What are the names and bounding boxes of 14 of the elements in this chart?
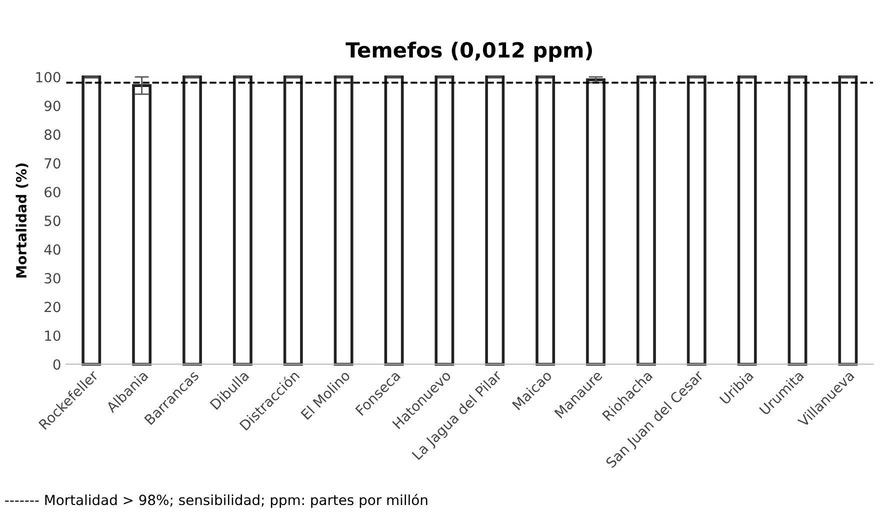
y-tick-label: 90 xyxy=(44,100,60,112)
text: ------- Mortalidad > 98%; sensibilidad; ppm: partes por millón xyxy=(5,494,428,508)
y-tick-label: 20 xyxy=(44,302,60,312)
y-tick-label: 100 xyxy=(36,72,60,82)
y-tick-label: 50 xyxy=(44,216,60,226)
y-tick-label: 0 xyxy=(53,359,60,370)
y-tick-label: 10 xyxy=(45,330,60,341)
y-tick-label: 30 xyxy=(44,273,60,284)
y-tick-label: 80 xyxy=(44,129,60,140)
y-tick-label: 60 xyxy=(44,186,60,198)
y-tick-label: 70 xyxy=(44,158,60,169)
y-axis-title: Mortalidad (%) xyxy=(16,164,28,278)
y-tick-label: 40 xyxy=(44,244,60,255)
chart-title: Temefos (0,012 ppm) xyxy=(346,42,592,62)
